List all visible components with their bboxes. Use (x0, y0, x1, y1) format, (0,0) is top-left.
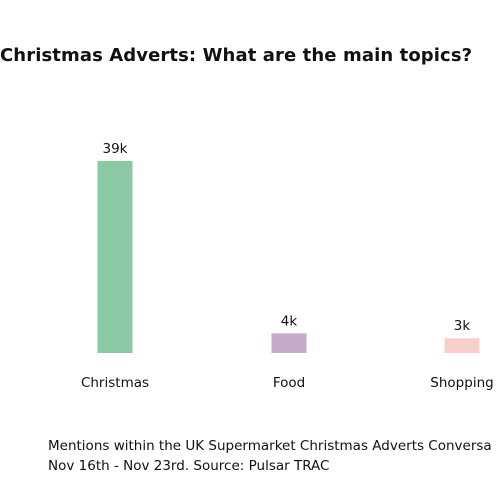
bar-christmas (97, 161, 133, 353)
bar-food (271, 333, 307, 353)
caption-line-1: Mentions within the UK Supermarket Chris… (48, 438, 492, 454)
value-label-shopping: 3k (454, 318, 471, 334)
category-label-shopping: Shopping (430, 375, 493, 391)
bar-shopping (444, 338, 480, 353)
chart-caption: Mentions within the UK Supermarket Chris… (48, 436, 492, 476)
caption-line-2: Nov 16th - Nov 23rd. Source: Pulsar TRAC (48, 458, 330, 474)
value-label-christmas: 39k (103, 141, 128, 157)
category-label-food: Food (273, 375, 305, 391)
category-label-christmas: Christmas (81, 375, 149, 391)
chart-title: Christmas Adverts: What are the main top… (0, 45, 473, 66)
value-label-food: 4k (281, 313, 298, 329)
